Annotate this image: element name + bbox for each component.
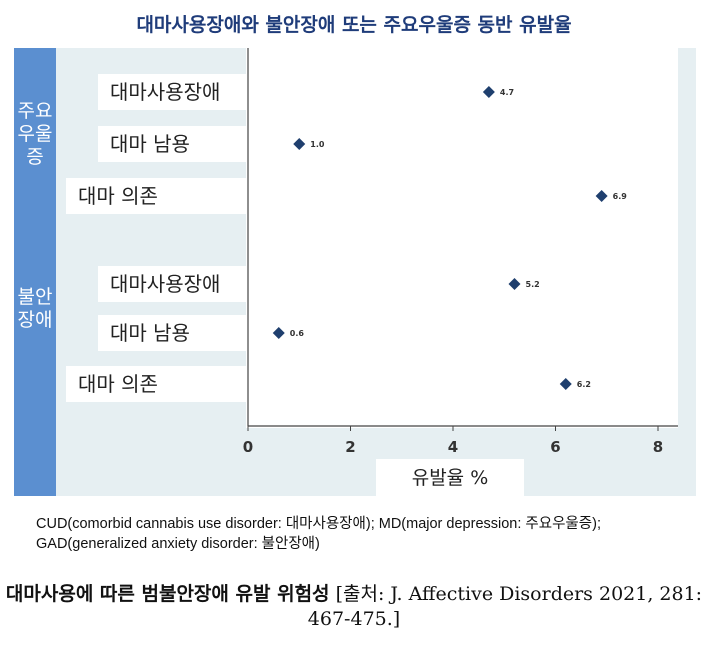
category-label: 대마 남용 [98, 126, 246, 162]
abbreviation-note: CUD(comorbid cannabis use disorder: 대마사용… [36, 516, 601, 552]
chart-title: 대마사용장애와 불안장애 또는 주요우울증 동반 유발율 [136, 14, 572, 36]
category-label: 대마사용장애 [98, 74, 246, 110]
caption-title: 대마사용에 따른 범불안장애 유발 위험성 [5, 583, 330, 605]
x-tick-label: 8 [653, 438, 663, 456]
x-tick-label: 0 [243, 438, 253, 456]
x-tick-label: 2 [345, 438, 355, 456]
data-point-label: 5.2 [526, 280, 540, 289]
category-label: 대마사용장애 [98, 266, 246, 302]
data-point-marker [482, 86, 495, 98]
plot-area [246, 48, 678, 428]
group-sidebar [14, 48, 56, 496]
category-label: 대마 남용 [98, 315, 246, 351]
data-point-marker [559, 378, 572, 390]
data-point-label: 6.2 [577, 380, 591, 389]
group-label-md: 주요우울증 [17, 100, 53, 168]
x-tick-label: 4 [448, 438, 458, 456]
group-label-gad: 불안장애 [17, 286, 53, 331]
data-point-label: 0.6 [290, 329, 305, 338]
category-label: 대마 의존 [66, 178, 246, 214]
data-point-marker [293, 138, 306, 150]
data-point-label: 4.7 [500, 88, 514, 97]
figure-caption: 대마사용에 따른 범불안장애 유발 위험성 [출처: J. Affective … [0, 582, 708, 632]
category-label: 대마 의존 [66, 366, 246, 402]
x-axis-label: 유발율 % [376, 459, 524, 497]
data-point-marker [595, 190, 608, 202]
data-point-marker [272, 327, 285, 339]
x-tick-label: 6 [550, 438, 560, 456]
data-point-marker [508, 278, 521, 290]
data-point-label: 6.9 [613, 192, 628, 201]
data-point-label: 1.0 [310, 140, 325, 149]
caption-source: [출처: J. Affective Disorders 2021, 281: 4… [307, 583, 703, 630]
